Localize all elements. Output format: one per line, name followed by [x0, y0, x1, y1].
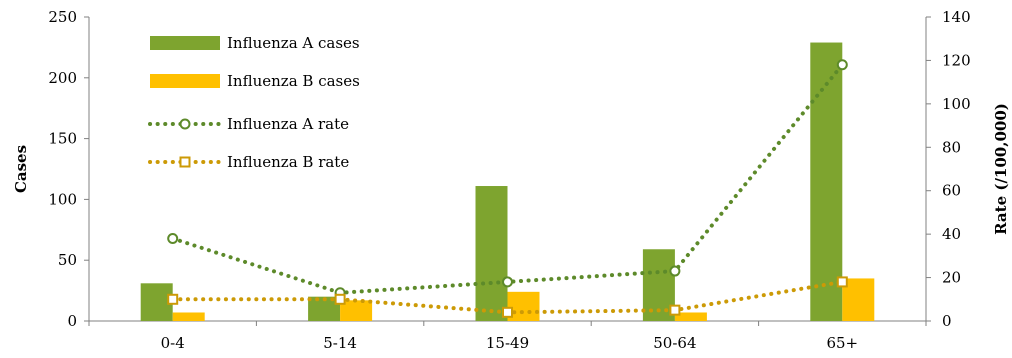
left-tick-label: 50 [58, 251, 77, 269]
y-axis-title: Cases [12, 145, 30, 193]
right-tick-label: 0 [942, 312, 952, 330]
rate-point-square [167, 293, 179, 305]
rate-point-square [669, 304, 681, 316]
right-tick-label: 120 [942, 51, 971, 69]
x-tick-label: 15-49 [486, 334, 529, 352]
y2-axis-title: Rate (/100,000) [992, 103, 1010, 235]
x-tick-label: 5-14 [323, 334, 357, 352]
rate-point-circle [669, 265, 681, 277]
x-tick-label: 0-4 [161, 334, 185, 352]
x-tick-label: 65+ [826, 334, 858, 352]
right-tick-label: 20 [942, 269, 961, 287]
rate-point-circle [167, 232, 179, 244]
rate-point-circle [502, 276, 513, 288]
bar-influenza-b [674, 312, 707, 321]
bar-influenza-b [340, 300, 373, 321]
right-axis-ticks: 0 20 40 60 80 100 120 140 [926, 8, 971, 330]
left-tick-label: 150 [48, 130, 77, 148]
bar-influenza-b [172, 312, 205, 321]
bar-influenza-a [475, 186, 508, 321]
right-tick-label: 80 [942, 138, 961, 156]
rate-point-square [836, 276, 848, 288]
left-tick-label: 200 [48, 69, 77, 87]
left-tick-label: 0 [67, 312, 77, 330]
legend-label: Influenza B rate [227, 153, 349, 171]
legend-label: Influenza A cases [227, 34, 360, 52]
x-axis-ticks: 0-4 5-14 15-49 50-64 65+ [88, 321, 927, 352]
rate-point-square [334, 293, 346, 305]
left-axis-ticks: 0 50 100 150 200 250 [48, 8, 89, 330]
right-tick-label: 140 [942, 8, 971, 26]
legend-swatch [150, 36, 220, 50]
legend: Influenza A cases Influenza B cases Influe… [148, 34, 360, 171]
left-tick-label: 250 [48, 8, 77, 26]
legend-label: Influenza A rate [227, 115, 349, 133]
rate-lines [167, 59, 848, 318]
x-tick-label: 50-64 [653, 334, 696, 352]
legend-label: Influenza B cases [227, 72, 360, 90]
rate-point-circle [836, 59, 848, 71]
bar-influenza-a [810, 42, 843, 321]
legend-marker-square [179, 156, 191, 168]
right-tick-label: 100 [942, 95, 971, 113]
right-tick-label: 60 [942, 182, 961, 200]
right-tick-label: 40 [942, 225, 961, 243]
left-tick-label: 100 [48, 190, 77, 208]
legend-marker-circle [179, 118, 191, 130]
rate-point-square [502, 306, 513, 318]
legend-swatch [150, 74, 220, 88]
